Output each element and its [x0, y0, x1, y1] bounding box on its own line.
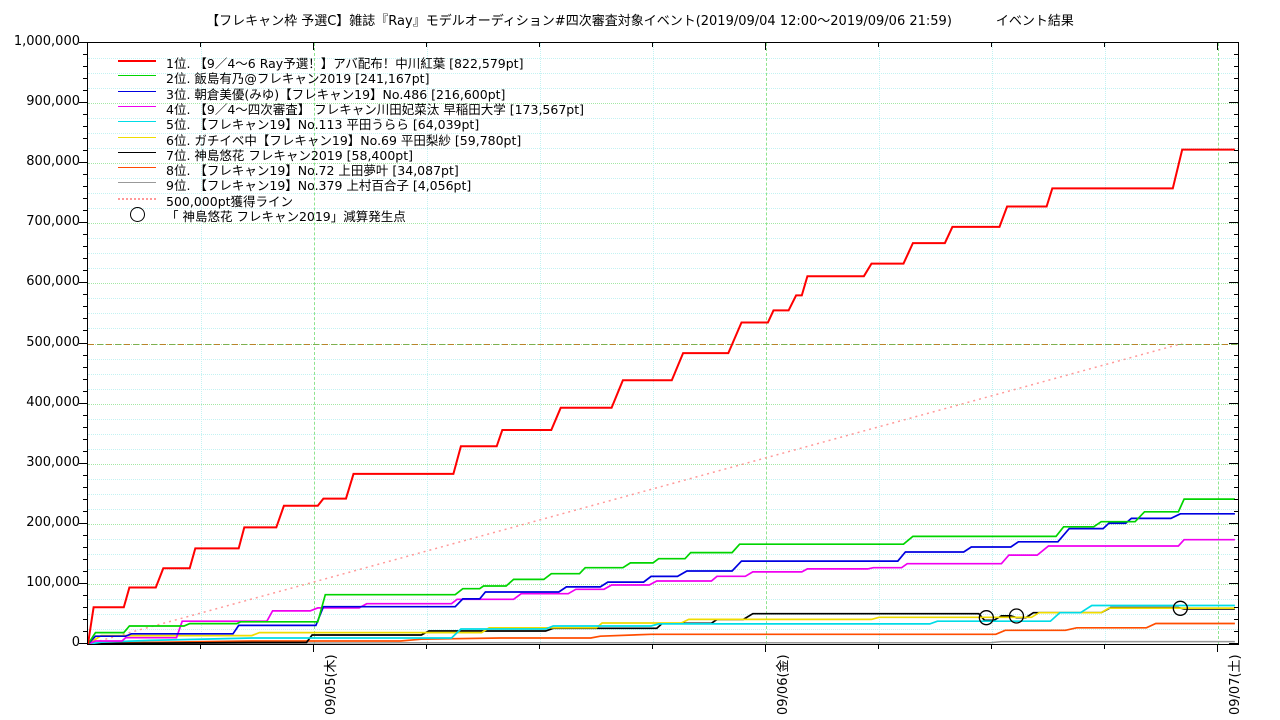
series-line-rank4: [88, 538, 1235, 644]
y-tick-label: 800,000: [26, 154, 80, 170]
legend-row: 3位. 朝倉美優(みゆ)【フレキャン19】No.486 [216,600pt]: [118, 84, 638, 102]
legend-line-sample: [118, 182, 156, 184]
y-major-tick: [79, 162, 87, 164]
y-major-tick: [79, 582, 87, 584]
y-major-tick: [79, 222, 87, 224]
chart-title-main: 【フレキャン枠 予選C】雑誌『Ray』モデルオーディション#四次審査対象イベント…: [206, 14, 952, 29]
series-line-rank2: [88, 498, 1235, 644]
legend-label: 9位. 【フレキャン19】No.379 上村百合子 [4,056pt]: [166, 178, 472, 194]
series-plot: [88, 148, 1235, 644]
legend-row: 4位. 【9／4～四次審査】 フレキャン川田妃菜汰 早稲田大学 [173,567…: [118, 99, 638, 117]
y-major-tick: [79, 522, 87, 524]
x-major-tick: [1216, 644, 1218, 652]
legend-row: 7位. 神島悠花 フレキャン2019 [58,400pt]: [118, 145, 638, 163]
legend-label: 2位. 飯島有乃@フレキャン2019 [241,167pt]: [166, 71, 430, 87]
legend-label: 3位. 朝倉美優(みゆ)【フレキャン19】No.486 [216,600pt]: [166, 86, 506, 102]
x-tick-label: 09/05(木): [323, 654, 339, 715]
series-line-rank5: [88, 604, 1235, 644]
y-tick-label: 1,000,000: [13, 34, 80, 49]
x-tick-label: 09/07(土): [1227, 654, 1243, 715]
deduction-marker: [1008, 608, 1025, 624]
legend-line-sample: [118, 105, 156, 107]
legend-line-sample: [118, 121, 156, 123]
deduction-marker: [978, 610, 994, 626]
legend-line-sample: [118, 167, 156, 169]
y-tick-label: 200,000: [26, 514, 80, 530]
y-major-tick: [79, 643, 87, 644]
y-tick-label: 700,000: [26, 214, 80, 230]
legend-label: 5位. 【フレキャン19】No.113 平田うらら [64,039pt]: [166, 117, 480, 133]
legend-label: 「 神島悠花 フレキャン2019」減算発生点: [166, 209, 406, 224]
chart-title-suffix: イベント結果: [995, 14, 1074, 29]
legend-label: 4位. 【9／4～四次審査】 フレキャン川田妃菜汰 早稲田大学 [173,567…: [166, 101, 585, 117]
chart-title: 【フレキャン枠 予選C】雑誌『Ray』モデルオーディション#四次審査対象イベント…: [0, 10, 1280, 29]
legend-label: 7位. 神島悠花 フレキャン2019 [58,400pt]: [166, 147, 413, 163]
legend-row: 9位. 【フレキャン19】No.379 上村百合子 [4,056pt]: [118, 175, 638, 193]
legend-label: 1位. 【9／4～6 Ray予選！】アバ配布！中川紅葉 [822,579pt]: [166, 56, 524, 71]
y-tick-label: 0: [71, 635, 80, 650]
legend-row: 2位. 飯島有乃@フレキャン2019 [241,167pt]: [118, 68, 638, 86]
legend-row: 1位. 【9／4～6 Ray予選！】アバ配布！中川紅葉 [822,579pt]: [118, 53, 638, 71]
y-tick-label: 500,000: [26, 334, 80, 350]
y-major-tick: [79, 282, 87, 284]
y-major-tick: [79, 462, 87, 464]
legend-row: 6位. ガチイベ中【フレキャン19】No.69 平田梨紗 [59,780pt]: [118, 130, 638, 148]
legend-row: 5位. 【フレキャン19】No.113 平田うらら [64,039pt]: [118, 114, 638, 132]
series-line-rank1: [88, 148, 1235, 644]
legend-label: 6位. ガチイベ中【フレキャン19】No.69 平田梨紗 [59,780pt]: [166, 132, 522, 148]
series-line-rank8: [88, 622, 1235, 644]
y-tick-label: 900,000: [26, 94, 80, 110]
legend-line-sample: [118, 90, 156, 92]
y-tick-label: 400,000: [26, 394, 80, 410]
pace-line-500000pt: [88, 342, 1183, 644]
legend-row: 8位. 【フレキャン19】No.72 上田夢叶 [34,087pt]: [118, 160, 638, 178]
y-tick-label: 100,000: [26, 574, 80, 590]
legend-row: 500,000pt獲得ライン: [118, 191, 638, 209]
series-line-rank3: [88, 512, 1235, 644]
y-major-tick: [79, 402, 87, 404]
y-major-tick: [79, 342, 87, 344]
legend-row: 「 神島悠花 フレキャン2019」減算発生点: [118, 206, 638, 224]
legend-line-sample: [118, 151, 156, 153]
legend-label: 8位. 【フレキャン19】No.72 上田夢叶 [34,087pt]: [166, 163, 459, 179]
x-major-tick: [764, 644, 766, 652]
x-major-tick: [312, 644, 314, 652]
y-major-tick: [79, 42, 87, 43]
legend-dotted-sample: [118, 197, 156, 200]
legend-line-sample: [118, 75, 156, 77]
y-tick-label: 300,000: [26, 454, 80, 470]
y-major-tick: [79, 102, 87, 104]
legend-label: 500,000pt獲得ライン: [166, 193, 294, 209]
y-tick-label: 600,000: [26, 274, 80, 290]
legend-line-sample: [118, 60, 156, 62]
legend-circle-sample: [130, 207, 145, 222]
x-tick-label: 09/06(金): [775, 654, 791, 715]
deduction-marker: [1172, 600, 1188, 616]
legend-line-sample: [118, 136, 156, 138]
